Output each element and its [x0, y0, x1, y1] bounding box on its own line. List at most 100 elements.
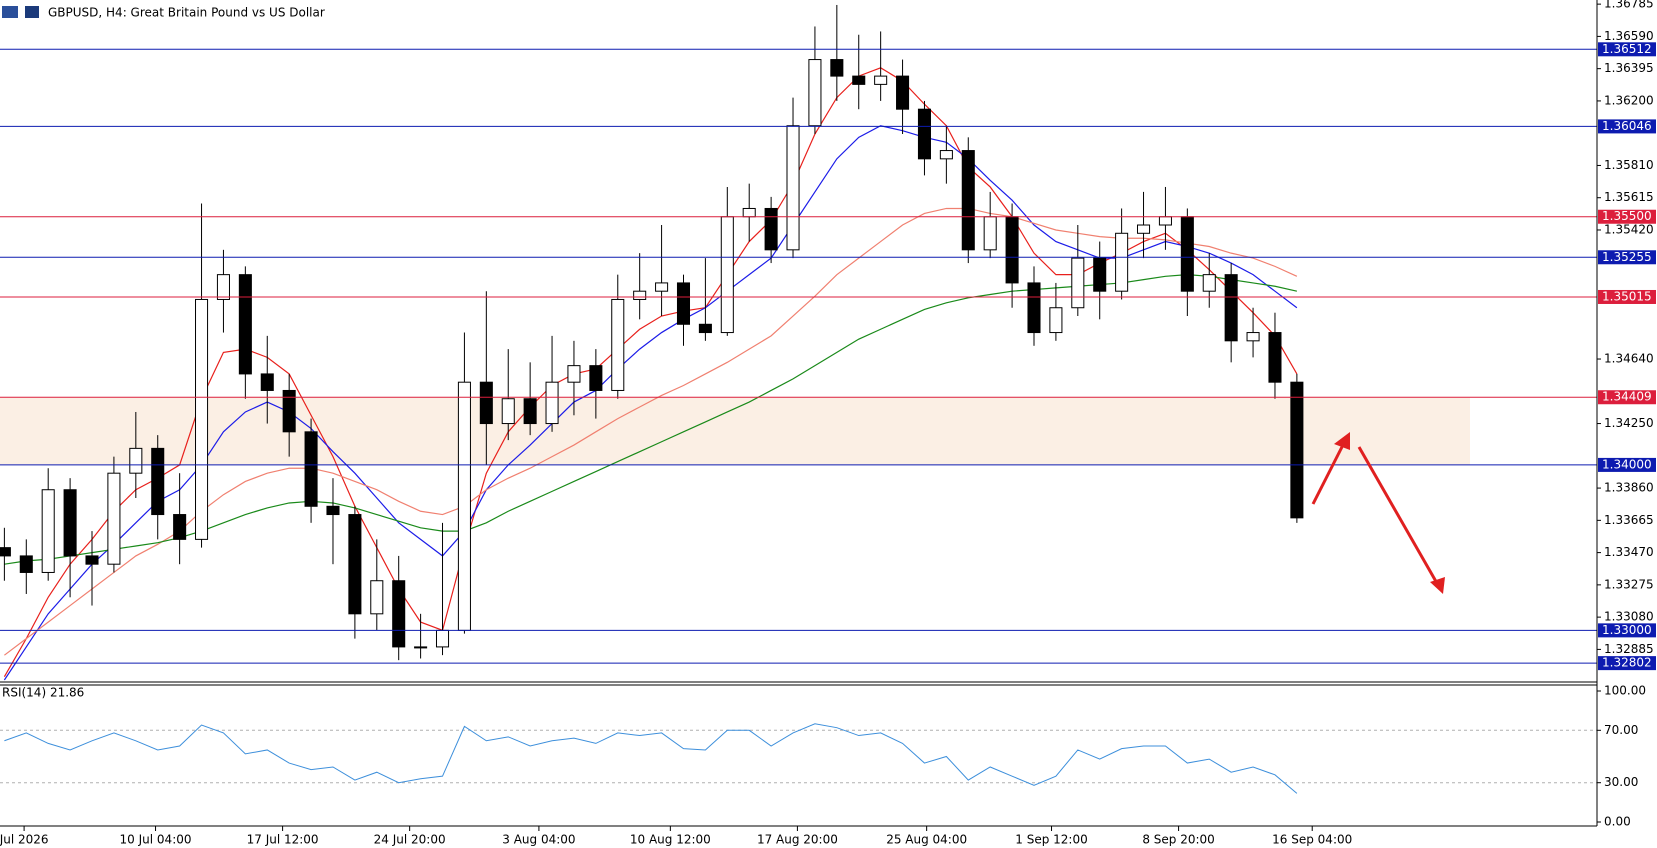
x-tick-label: 3 Aug 04:00 [502, 833, 575, 847]
y-tick-label: 100.00 [1604, 684, 1646, 698]
candle-body [961, 150, 975, 251]
level-label: 1.35255 [1602, 250, 1652, 264]
level-label: 1.34409 [1602, 390, 1652, 404]
moving-average [3, 125, 1298, 681]
candle-body [720, 216, 734, 334]
candle-body [983, 216, 997, 251]
level-label-box [1598, 289, 1656, 304]
candle-body [479, 381, 493, 425]
y-tick-label: 1.36200 [1604, 93, 1654, 107]
candle-body [1246, 332, 1260, 342]
rsi-line [4, 723, 1298, 794]
candle-body [852, 75, 866, 85]
candle-body [216, 274, 230, 300]
candle-body [676, 282, 691, 325]
rsi-title: RSI(14) 21.86 [2, 686, 84, 700]
candle-body [195, 298, 209, 540]
level-label-box [1598, 250, 1656, 265]
header: GBPUSD, H4: Great Britain Pound vs US Do… [2, 6, 325, 20]
x-tick-label: 1 Sep 12:00 [1015, 833, 1087, 847]
chart-title: GBPUSD, H4: Great Britain Pound vs US Do… [48, 6, 325, 20]
candle-body [63, 489, 77, 557]
candle-body [260, 373, 274, 391]
price-panel [0, 4, 1597, 681]
candle-body [370, 580, 384, 615]
candle-body [414, 646, 428, 649]
arrow-up [1311, 440, 1347, 505]
candle-body [392, 580, 406, 648]
level-label: 1.33000 [1602, 623, 1652, 637]
y-tick-label: 1.33860 [1604, 481, 1654, 495]
arrow-head [1430, 577, 1445, 594]
zone [0, 397, 1470, 465]
candle-body [238, 274, 252, 375]
candle-body [326, 505, 340, 516]
candle-body [830, 59, 844, 77]
candle-body [611, 298, 625, 391]
x-tick-label: 17 Aug 20:00 [757, 833, 838, 847]
candle-body [523, 398, 537, 425]
candle-body [655, 282, 669, 292]
x-tick-label: Jul 2026 [0, 833, 49, 847]
y-tick-label: 1.35810 [1604, 158, 1654, 172]
candle-body [1137, 224, 1151, 234]
level-label-box [1598, 119, 1656, 134]
candle-body [107, 472, 121, 565]
candle-body [304, 431, 318, 507]
candle-body [151, 447, 165, 516]
level-label-box [1598, 656, 1656, 671]
candle-body [874, 75, 888, 85]
candle-body [589, 365, 603, 391]
candle-body [786, 125, 800, 251]
candle-body [1180, 216, 1194, 292]
y-tick-label: 70.00 [1604, 723, 1638, 737]
candle-body [1027, 282, 1041, 334]
menu-icon [2, 6, 18, 18]
x-tick-label: 24 Jul 20:00 [374, 833, 446, 847]
y-tick-label: 1.33665 [1604, 513, 1654, 527]
candle-body [567, 365, 581, 383]
rsi-panel [0, 723, 1597, 794]
level-label: 1.32802 [1602, 656, 1652, 670]
x-tick-label: 17 Jul 12:00 [247, 833, 319, 847]
level-label-box [1598, 623, 1656, 638]
x-tick-label: 25 Aug 04:00 [886, 833, 967, 847]
candle-body [1290, 381, 1304, 519]
x-tick-label: 8 Sep 20:00 [1142, 833, 1214, 847]
level-label: 1.34000 [1602, 457, 1652, 471]
x-tick-label: 16 Sep 04:00 [1272, 833, 1352, 847]
candle-body [1158, 216, 1172, 226]
y-tick-label: 1.35615 [1604, 190, 1654, 204]
candle-body [0, 547, 11, 557]
forecast-arrows [1311, 432, 1445, 594]
candle-body [457, 381, 471, 631]
x-tick-label: 10 Jul 04:00 [120, 833, 192, 847]
candle-body [19, 555, 33, 573]
candle-body [808, 59, 822, 127]
candle-body [1049, 307, 1063, 334]
level-label: 1.36046 [1602, 119, 1652, 133]
y-tick-label: 1.33470 [1604, 545, 1654, 559]
level-label-box [1598, 42, 1656, 57]
y-tick-label: 1.33080 [1604, 610, 1654, 624]
candle-body [939, 150, 953, 160]
candle-body [1093, 257, 1107, 292]
level-label-box [1598, 457, 1656, 472]
y-tick-label: 1.33275 [1604, 577, 1654, 591]
level-label: 1.35500 [1602, 209, 1652, 223]
candle-body [85, 555, 99, 565]
candle-body [742, 207, 756, 218]
chart-icon [25, 6, 39, 18]
y-tick-label: 1.34250 [1604, 416, 1654, 430]
y-tick-label: 30.00 [1604, 775, 1638, 789]
y-tick-label: 1.34640 [1604, 352, 1654, 366]
candle-body [698, 323, 712, 334]
candle-body [435, 629, 450, 648]
candle-body [764, 207, 778, 251]
candle-body [917, 108, 931, 160]
candle-body [1268, 332, 1282, 383]
candle-body [1115, 232, 1129, 292]
candle-body [1005, 216, 1019, 284]
